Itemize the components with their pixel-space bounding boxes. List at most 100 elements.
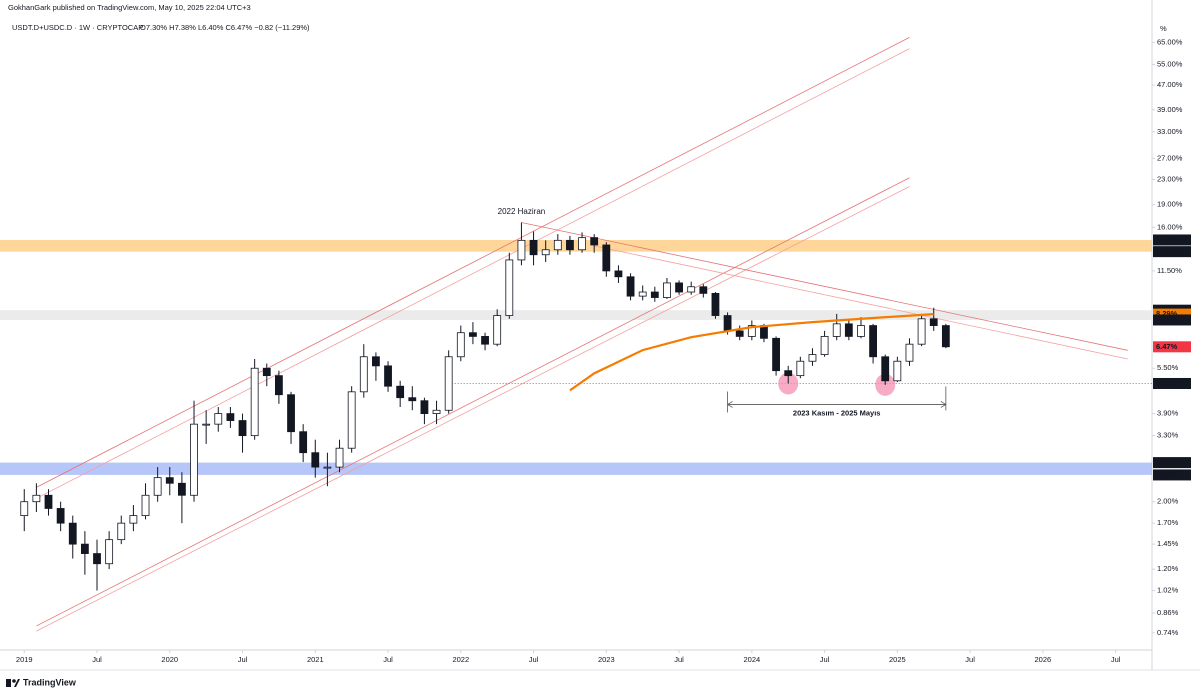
candle-body bbox=[529, 239, 538, 256]
y-tick-label: 3.90% bbox=[1157, 409, 1179, 418]
candle-body bbox=[129, 515, 138, 524]
candle-body bbox=[311, 452, 320, 468]
price-label-bg bbox=[1153, 457, 1191, 469]
axes: 65.00% 55.00% 47.00% 39.00% 33.00% 27.00% 23.0… bbox=[16, 37, 1191, 664]
candle-body bbox=[663, 282, 671, 298]
trendline bbox=[594, 245, 1128, 360]
price-label: 8.29% bbox=[1156, 309, 1178, 318]
candle-body bbox=[493, 315, 502, 345]
candle-body bbox=[481, 336, 489, 345]
y-tick-label: 55.00% bbox=[1157, 59, 1183, 68]
x-tick-label: 2021 bbox=[307, 655, 324, 664]
candle-body bbox=[857, 325, 865, 337]
range-arrow bbox=[726, 401, 947, 408]
candle-body bbox=[347, 391, 356, 449]
candle-body bbox=[505, 259, 514, 316]
x-tick-label: Jul bbox=[674, 655, 684, 664]
plot-area: 2022 Haziran 2023 Kasım - 2025 Mayıs bbox=[0, 37, 1152, 632]
candle-body bbox=[408, 397, 417, 402]
ohlc: O7.30% H7.38% L6.40% C6.47% −0.82 (−11.2… bbox=[140, 23, 310, 32]
candle-body bbox=[747, 325, 756, 337]
price-label: 7.93% bbox=[1156, 315, 1178, 324]
candle-body bbox=[214, 413, 223, 425]
candle-body bbox=[905, 343, 914, 362]
candle-body bbox=[735, 330, 744, 337]
candle-body bbox=[590, 237, 599, 246]
x-tick-label: 2023 bbox=[598, 655, 615, 664]
candle-body bbox=[359, 356, 368, 393]
candle-body bbox=[541, 249, 550, 256]
candle-body bbox=[808, 354, 817, 362]
moving-average bbox=[569, 313, 934, 392]
candle-body bbox=[177, 482, 186, 496]
y-tick-label: 5.50% bbox=[1157, 363, 1179, 372]
candle-body bbox=[626, 276, 635, 297]
candle-body bbox=[699, 286, 708, 294]
candle-body bbox=[784, 370, 793, 377]
candle-body bbox=[917, 318, 926, 345]
y-tick-label: 33.00% bbox=[1157, 127, 1183, 136]
y-tick-label: 2.00% bbox=[1157, 497, 1179, 506]
y-tick-label: 47.00% bbox=[1157, 80, 1183, 89]
price-label-bg bbox=[1153, 308, 1191, 320]
price-label-bg bbox=[1153, 314, 1191, 326]
zone bbox=[0, 239, 1152, 252]
candle-body bbox=[141, 494, 150, 517]
x-tick-label: 2019 bbox=[16, 655, 33, 664]
price-label: 13.31% bbox=[1156, 247, 1182, 256]
x-tick-label: 2025 bbox=[889, 655, 906, 664]
candle-body bbox=[675, 282, 683, 293]
candle-body bbox=[335, 447, 344, 468]
candle-body bbox=[117, 522, 126, 541]
candle-body bbox=[796, 360, 805, 377]
price-label: 2.45% bbox=[1156, 470, 1178, 479]
candle-body bbox=[881, 356, 890, 382]
x-tick-label: Jul bbox=[383, 655, 393, 664]
candle-body bbox=[517, 239, 526, 261]
candle-body bbox=[614, 270, 623, 278]
trendline bbox=[36, 177, 910, 627]
trendline bbox=[36, 48, 910, 499]
candle-body bbox=[275, 375, 283, 396]
symbol: USDT.D+USDC.D · 1W · CRYPTOCAP bbox=[12, 23, 143, 32]
candle-body bbox=[893, 360, 902, 382]
publisher: GokhanGark published on TradingView.com,… bbox=[8, 3, 251, 12]
candle-body bbox=[602, 244, 611, 272]
candle-body bbox=[372, 356, 380, 367]
candle-body bbox=[432, 409, 441, 414]
price-label-bg bbox=[1153, 234, 1191, 246]
price-label: 14.54% bbox=[1156, 235, 1182, 244]
candle-body bbox=[820, 336, 829, 355]
candle-body bbox=[153, 477, 162, 496]
candle-body bbox=[420, 400, 429, 414]
price-label: 2.69% bbox=[1156, 458, 1178, 467]
annotation: 2022 Haziran bbox=[498, 207, 546, 216]
y-tick-label: 3.30% bbox=[1157, 431, 1179, 440]
candle-body bbox=[80, 543, 89, 554]
x-tick-label: Jul bbox=[820, 655, 830, 664]
candle-body bbox=[262, 367, 271, 377]
price-label: 4.90% bbox=[1156, 378, 1178, 387]
candle-body bbox=[941, 325, 950, 348]
candle-body bbox=[68, 522, 77, 545]
candle-body bbox=[469, 332, 477, 337]
y-tick-label: 19.00% bbox=[1157, 200, 1183, 209]
x-tick-label: Jul bbox=[92, 655, 102, 664]
candle-body bbox=[929, 318, 938, 326]
candle-body bbox=[772, 337, 780, 372]
candle-body bbox=[384, 365, 392, 387]
y-tick-label: 0.86% bbox=[1157, 608, 1179, 617]
candle-body bbox=[711, 292, 720, 316]
range-label: 2023 Kasım - 2025 Mayıs bbox=[793, 408, 881, 417]
candle-body bbox=[566, 239, 574, 251]
price-label: 6.47% bbox=[1156, 342, 1178, 351]
price-label-bg bbox=[1153, 377, 1191, 389]
trendline bbox=[36, 186, 910, 632]
zone bbox=[0, 462, 1152, 475]
y-tick-label: 39.00% bbox=[1157, 105, 1183, 114]
y-tick-label: 1.02% bbox=[1157, 586, 1179, 595]
trendline bbox=[521, 222, 1128, 351]
